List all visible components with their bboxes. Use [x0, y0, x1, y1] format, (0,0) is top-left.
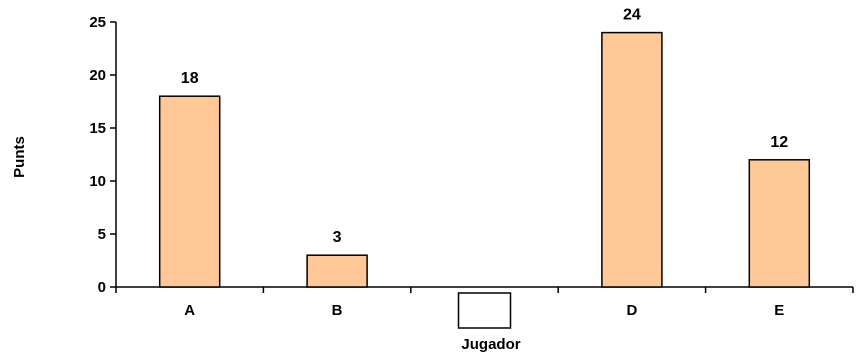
x-tick-label-A: A	[184, 302, 195, 319]
y-tick-label: 25	[89, 14, 106, 31]
y-tick-label: 15	[89, 120, 106, 137]
x-tick-label-B: B	[332, 302, 343, 319]
y-tick-label: 0	[98, 279, 106, 296]
data-label-A: 18	[181, 70, 199, 87]
bar-A	[158, 95, 221, 288]
data-label-B: 3	[333, 229, 342, 246]
y-tick-label: 5	[98, 226, 106, 243]
blank-category-box	[457, 292, 512, 329]
data-label-E: 12	[770, 134, 788, 151]
x-axis-title: Jugador	[461, 336, 520, 353]
bar-D	[601, 31, 663, 288]
y-tick-label: 10	[89, 173, 106, 190]
bar-B	[306, 254, 368, 288]
x-tick-label-D: D	[626, 302, 637, 319]
x-tick-label-E: E	[774, 302, 784, 319]
y-tick-label: 20	[89, 67, 106, 84]
data-label-D: 24	[623, 7, 641, 24]
plot-area: 0 5 10 15 20 25 18 A 3 B 24 D 12 E	[89, 7, 854, 329]
y-axis-title: Punts	[11, 136, 28, 178]
bar-E	[748, 159, 811, 288]
